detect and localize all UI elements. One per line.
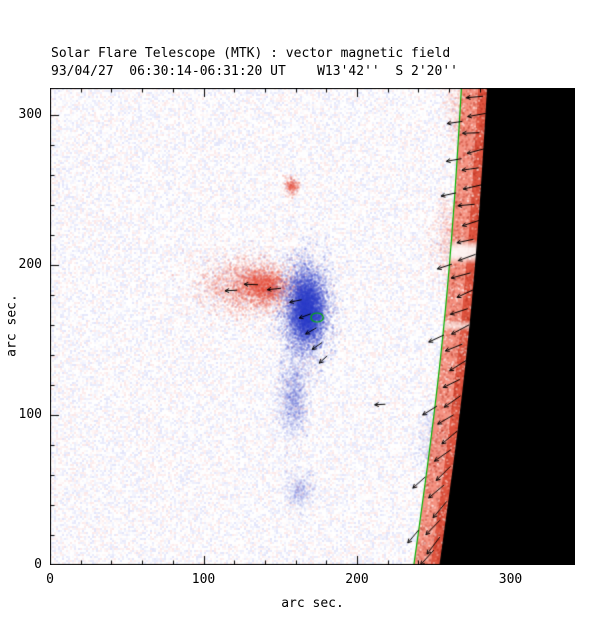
x-axis-label: arc sec. xyxy=(281,596,344,611)
y-tick-label: 300 xyxy=(18,107,42,122)
x-tick-label: 100 xyxy=(191,572,216,587)
y-tick-label: 0 xyxy=(34,557,42,572)
figure-title: Solar Flare Telescope (MTK) : vector mag… xyxy=(51,46,451,61)
x-tick-label: 200 xyxy=(345,572,369,587)
x-tick-label: 300 xyxy=(498,572,523,587)
y-axis-label: arc sec. xyxy=(4,294,20,357)
y-tick-label: 200 xyxy=(18,257,42,272)
figure-subtitle: 93/04/27 06:30:14-06:31:20 UT W13'42'' S… xyxy=(51,64,458,79)
y-tick-label: 100 xyxy=(18,407,42,422)
magnetogram-canvas xyxy=(50,88,575,565)
x-tick-label: 0 xyxy=(46,572,54,587)
